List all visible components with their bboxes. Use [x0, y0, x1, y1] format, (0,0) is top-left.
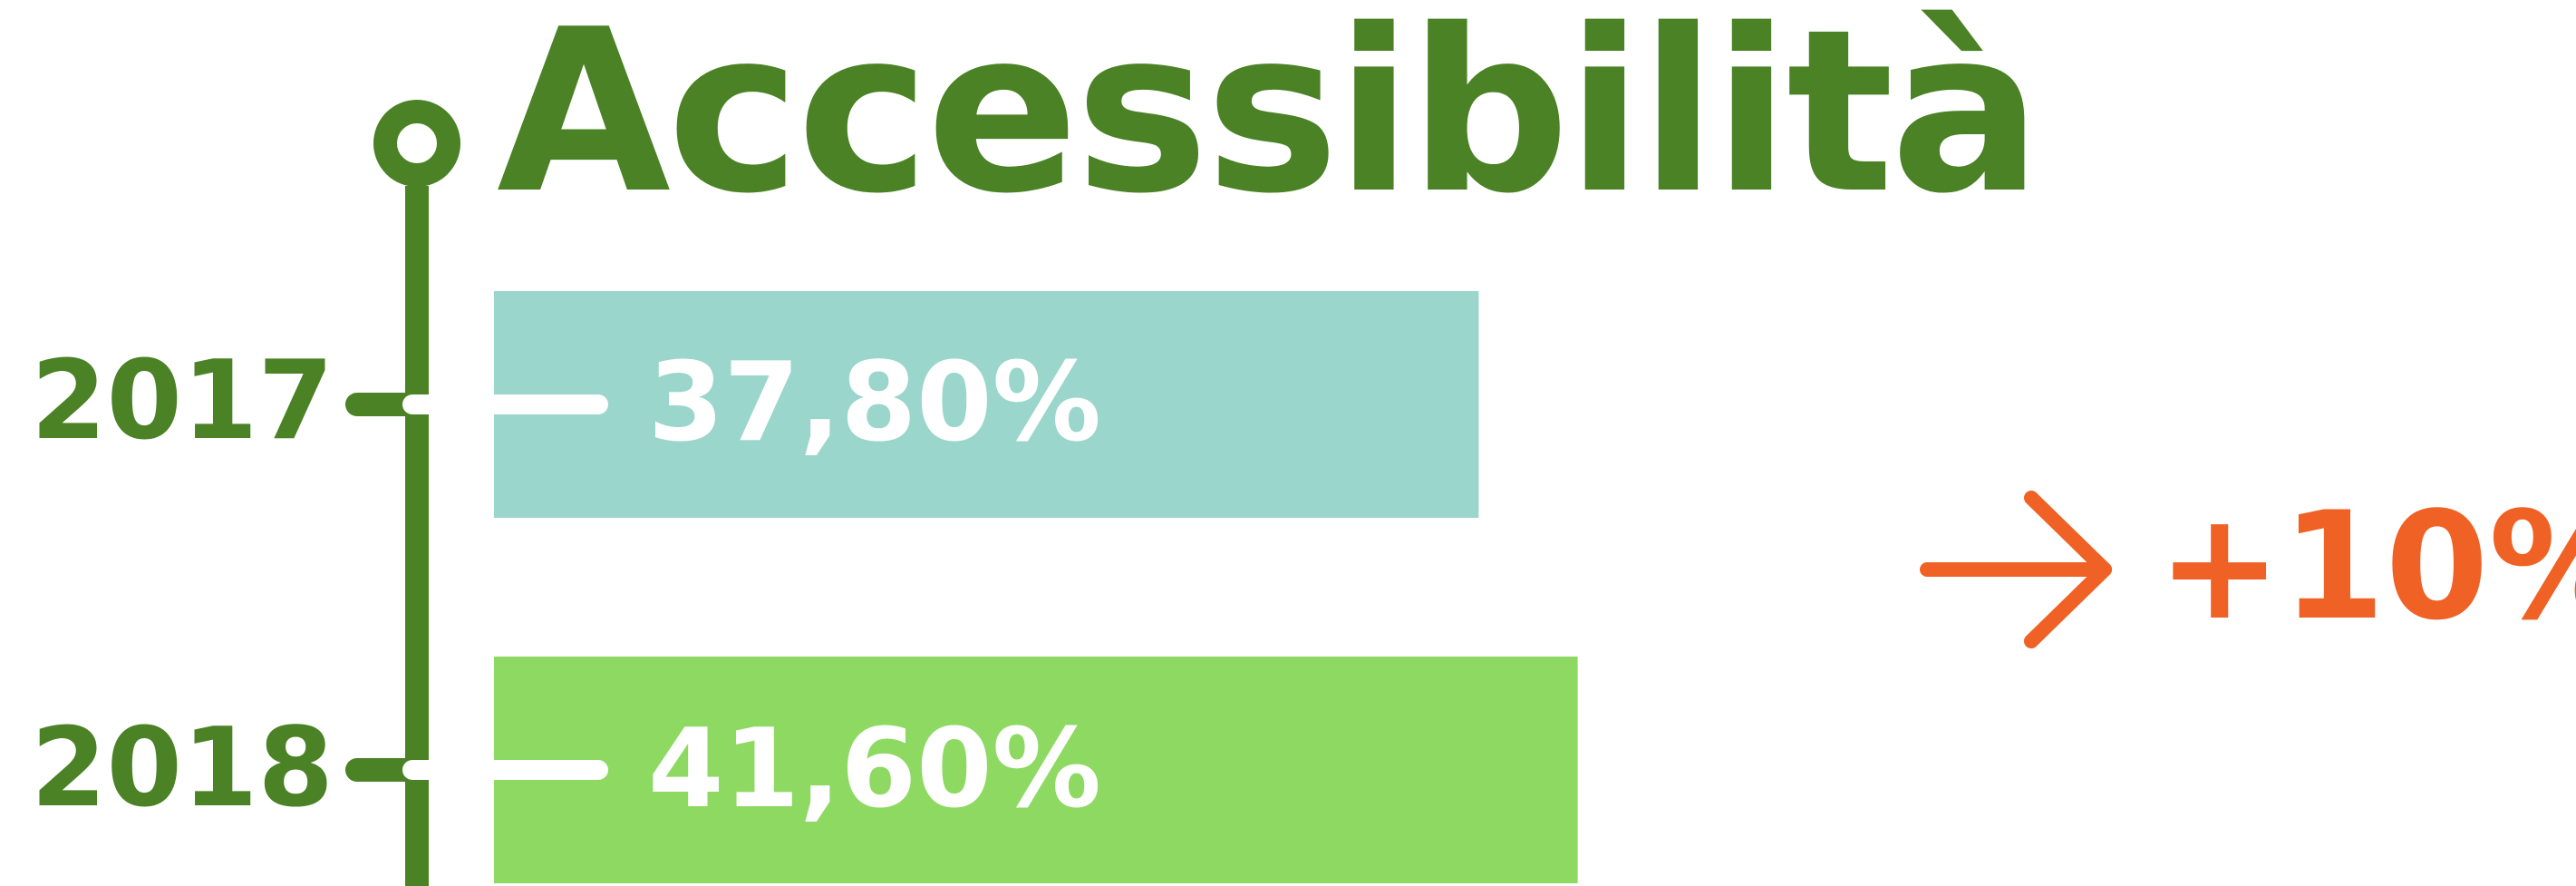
arrow-right-icon	[1920, 491, 2112, 648]
growth-annotation: +10%	[2157, 480, 2576, 653]
timeline-top-ring	[373, 100, 460, 187]
chart-title: Accessibilità	[497, 0, 2042, 243]
bar-value-label-2017: 37,80%	[648, 340, 1101, 466]
year-label-2018: 2018	[31, 706, 334, 832]
bar-2017	[494, 291, 1479, 518]
bar-2018	[494, 657, 1578, 883]
bar-value-label-2018: 41,60%	[648, 706, 1101, 832]
year-label-2017: 2017	[31, 338, 334, 464]
